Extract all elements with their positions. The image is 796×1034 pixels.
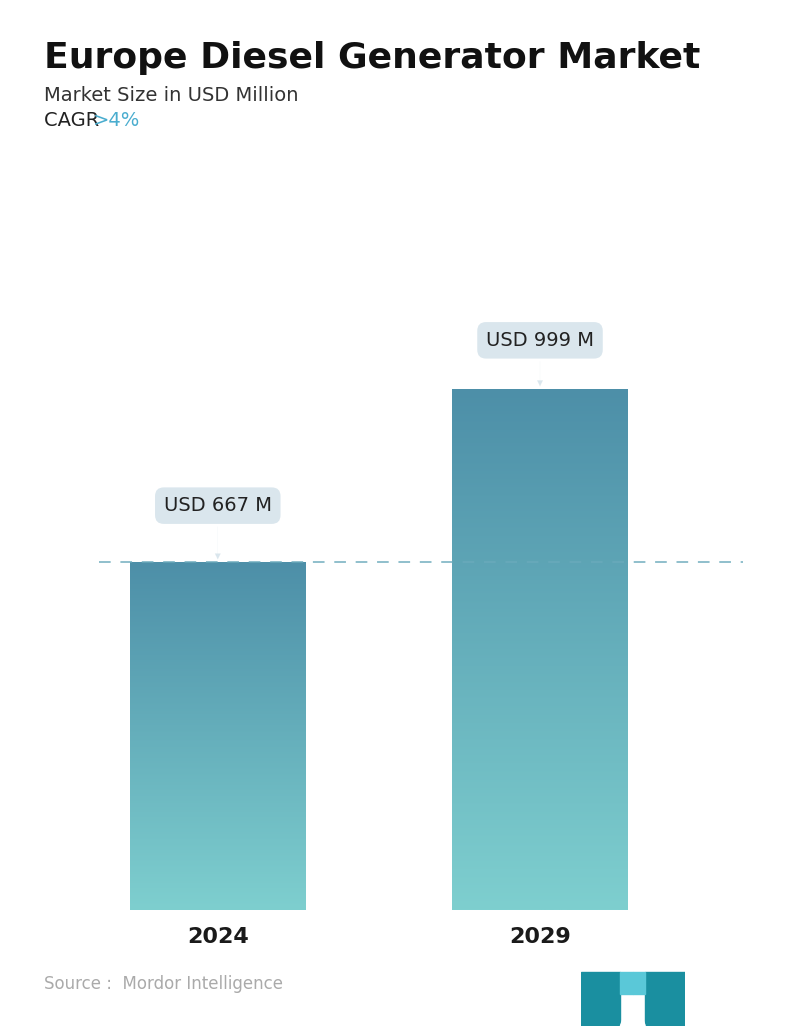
Text: Market Size in USD Million: Market Size in USD Million — [44, 86, 298, 104]
Polygon shape — [620, 995, 646, 1026]
Text: USD 667 M: USD 667 M — [164, 496, 271, 559]
Polygon shape — [633, 972, 646, 995]
Text: >4%: >4% — [93, 111, 141, 129]
Text: USD 999 M: USD 999 M — [486, 331, 594, 386]
Polygon shape — [646, 972, 685, 1026]
Polygon shape — [620, 972, 633, 995]
Polygon shape — [581, 972, 620, 1026]
Text: Source :  Mordor Intelligence: Source : Mordor Intelligence — [44, 975, 283, 993]
Text: CAGR: CAGR — [44, 111, 105, 129]
Text: Europe Diesel Generator Market: Europe Diesel Generator Market — [44, 41, 700, 75]
